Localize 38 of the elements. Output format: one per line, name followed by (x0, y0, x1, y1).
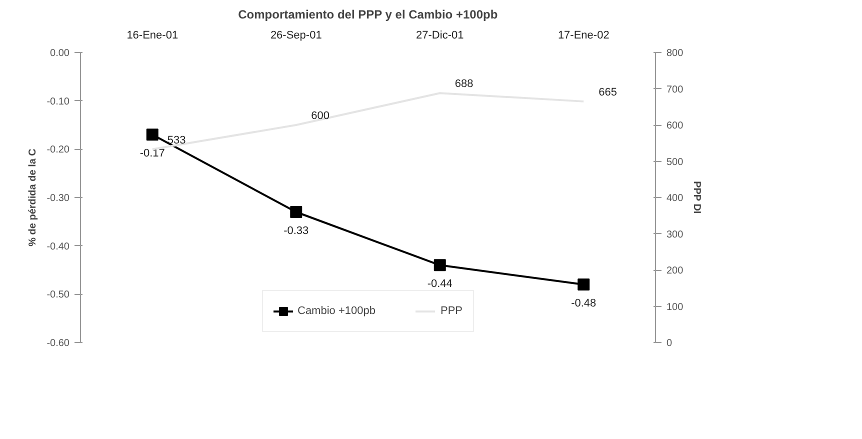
point (578, 278, 590, 290)
y-tick-label: -0.20 (46, 144, 70, 156)
line-series (151, 92, 585, 150)
x-tick-label: 16-Ene-01 (126, 30, 178, 42)
data-label: -0.48 (571, 298, 596, 310)
point (146, 128, 158, 141)
y2-tick-label: 700 (666, 84, 684, 96)
y2-tick-label: 600 (666, 120, 684, 132)
point (434, 259, 446, 272)
y2-tick-label: 500 (666, 156, 684, 168)
y2-tick-label: 400 (666, 193, 684, 204)
data-label: 688 (454, 78, 474, 90)
y-tick-label: -0.40 (46, 241, 70, 252)
y-tick-label: -0.50 (46, 290, 70, 301)
legend-label: Cambio +100pb (298, 305, 376, 317)
data-label: 665 (598, 86, 617, 98)
point (290, 206, 302, 218)
x-tick-label: 17-Ene-02 (558, 30, 610, 42)
y2-tick-label: 300 (666, 229, 684, 240)
y-tick-label: -0.10 (46, 96, 70, 108)
y-tick-label: -0.30 (46, 193, 70, 204)
y-tick-label: -0.60 (46, 338, 70, 349)
data-label: -0.44 (427, 278, 452, 290)
x-tick-label: 27-Dic-01 (416, 30, 464, 42)
data-label: -0.17 (140, 148, 165, 160)
y2-axis-title: PPP DI (691, 181, 702, 214)
y-tick-label: 0.00 (50, 48, 70, 59)
y2-tick-label: 0 (666, 338, 672, 349)
data-label: 600 (311, 110, 330, 122)
chart-title: Comportamiento del PPP y el Cambio +100pb (238, 8, 498, 22)
y-axis-title: % de pérdida de la C (28, 148, 39, 246)
legend-label: PPP (440, 305, 462, 317)
y2-tick-label: 200 (666, 266, 684, 276)
data-label: 533 (167, 134, 186, 146)
data-label: -0.33 (284, 225, 309, 237)
y2-tick-label: 100 (666, 302, 684, 313)
x-tick-label: 26-Sep-01 (270, 30, 322, 42)
y2-tick-label: 800 (666, 48, 684, 59)
